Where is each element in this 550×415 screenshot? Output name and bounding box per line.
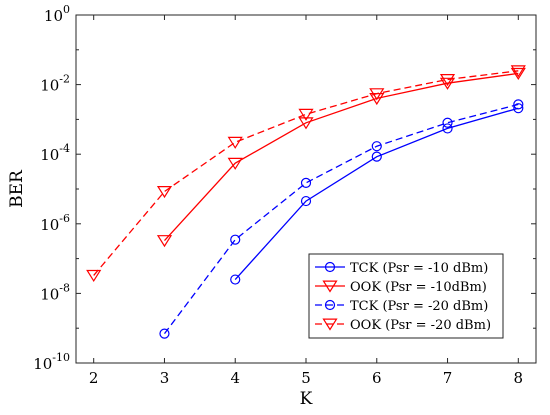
data-point [442,123,453,134]
data-point [510,67,526,81]
y-axis-label: BER [7,169,27,208]
y-tick-base: 10 [40,216,59,234]
data-point [510,65,526,78]
legend-item: TCK (Psr = -10 dBm) [315,261,488,276]
x-tick-label: 4 [230,369,240,387]
data-point [371,151,382,162]
data-point [513,99,524,110]
x-tick-label: 8 [514,369,524,387]
y-tick-label: 10-10 [33,351,70,373]
y-tick-base: 10 [40,77,59,95]
series-layer [86,65,526,339]
y-tick-exponent: -2 [59,73,70,86]
y-tick-exponent: -10 [52,351,70,364]
y-tick-base: 10 [40,285,59,303]
y-tick-label: 100 [44,3,70,25]
x-tick-label: 7 [443,369,453,387]
data-point [156,235,173,248]
data-point [156,186,173,199]
data-point [298,108,314,121]
data-point [439,73,456,87]
x-tick-label: 5 [301,369,311,387]
legend-label: TCK (Psr = -20 dBm) [350,299,488,314]
x-tick-label: 6 [372,369,382,387]
data-point [300,195,312,207]
legend: TCK (Psr = -10 dBm) OOK (Psr = -10dBm) TCK… [308,253,504,339]
series-line [163,103,519,334]
legend-item: OOK (Psr = -20 dBm) [315,318,491,333]
y-tick-label: 10-6 [40,212,70,234]
legend-label: TCK (Psr = -10 dBm) [350,261,488,276]
y-tick-exponent: -6 [59,212,70,225]
y-tick-exponent: 0 [63,3,70,16]
data-point [227,157,243,170]
data-point [513,103,524,114]
data-point [86,269,102,283]
x-tick-label: 2 [89,369,99,387]
legend-label: OOK (Psr = -10dBm) [350,280,487,295]
y-tick-label: 10-2 [40,73,70,95]
y-tick-base: 10 [44,7,63,25]
data-point [227,136,243,149]
legend-item: TCK (Psr = -20 dBm) [315,299,488,314]
series-3 [159,99,524,339]
y-tick-label: 10-4 [40,142,70,164]
legend-label: OOK (Psr = -20 dBm) [350,318,491,333]
series-1 [230,103,524,285]
legend-marker [324,299,336,311]
data-point [159,328,170,339]
y-tick-base: 10 [33,355,52,373]
data-point [230,234,241,245]
data-point [300,177,312,188]
y-tick-exponent: -8 [59,281,70,294]
series-4 [86,65,526,283]
series-2 [156,67,526,248]
legend-marker [324,261,336,273]
data-point [439,77,456,90]
y-tick-base: 10 [40,146,59,164]
series-line [164,72,519,242]
data-point [442,117,453,128]
legend-marker [322,318,338,331]
data-point [371,141,382,152]
x-axis-label: K [300,389,313,409]
legend-item: OOK (Psr = -10dBm) [315,280,487,295]
data-point [298,117,314,130]
legend-marker [322,280,338,293]
data-point [369,88,385,101]
series-line [234,107,519,281]
x-tick-label: 3 [160,369,170,387]
y-tick-exponent: -4 [59,142,70,155]
data-point [230,274,241,285]
y-tick-label: 10-8 [40,281,70,303]
